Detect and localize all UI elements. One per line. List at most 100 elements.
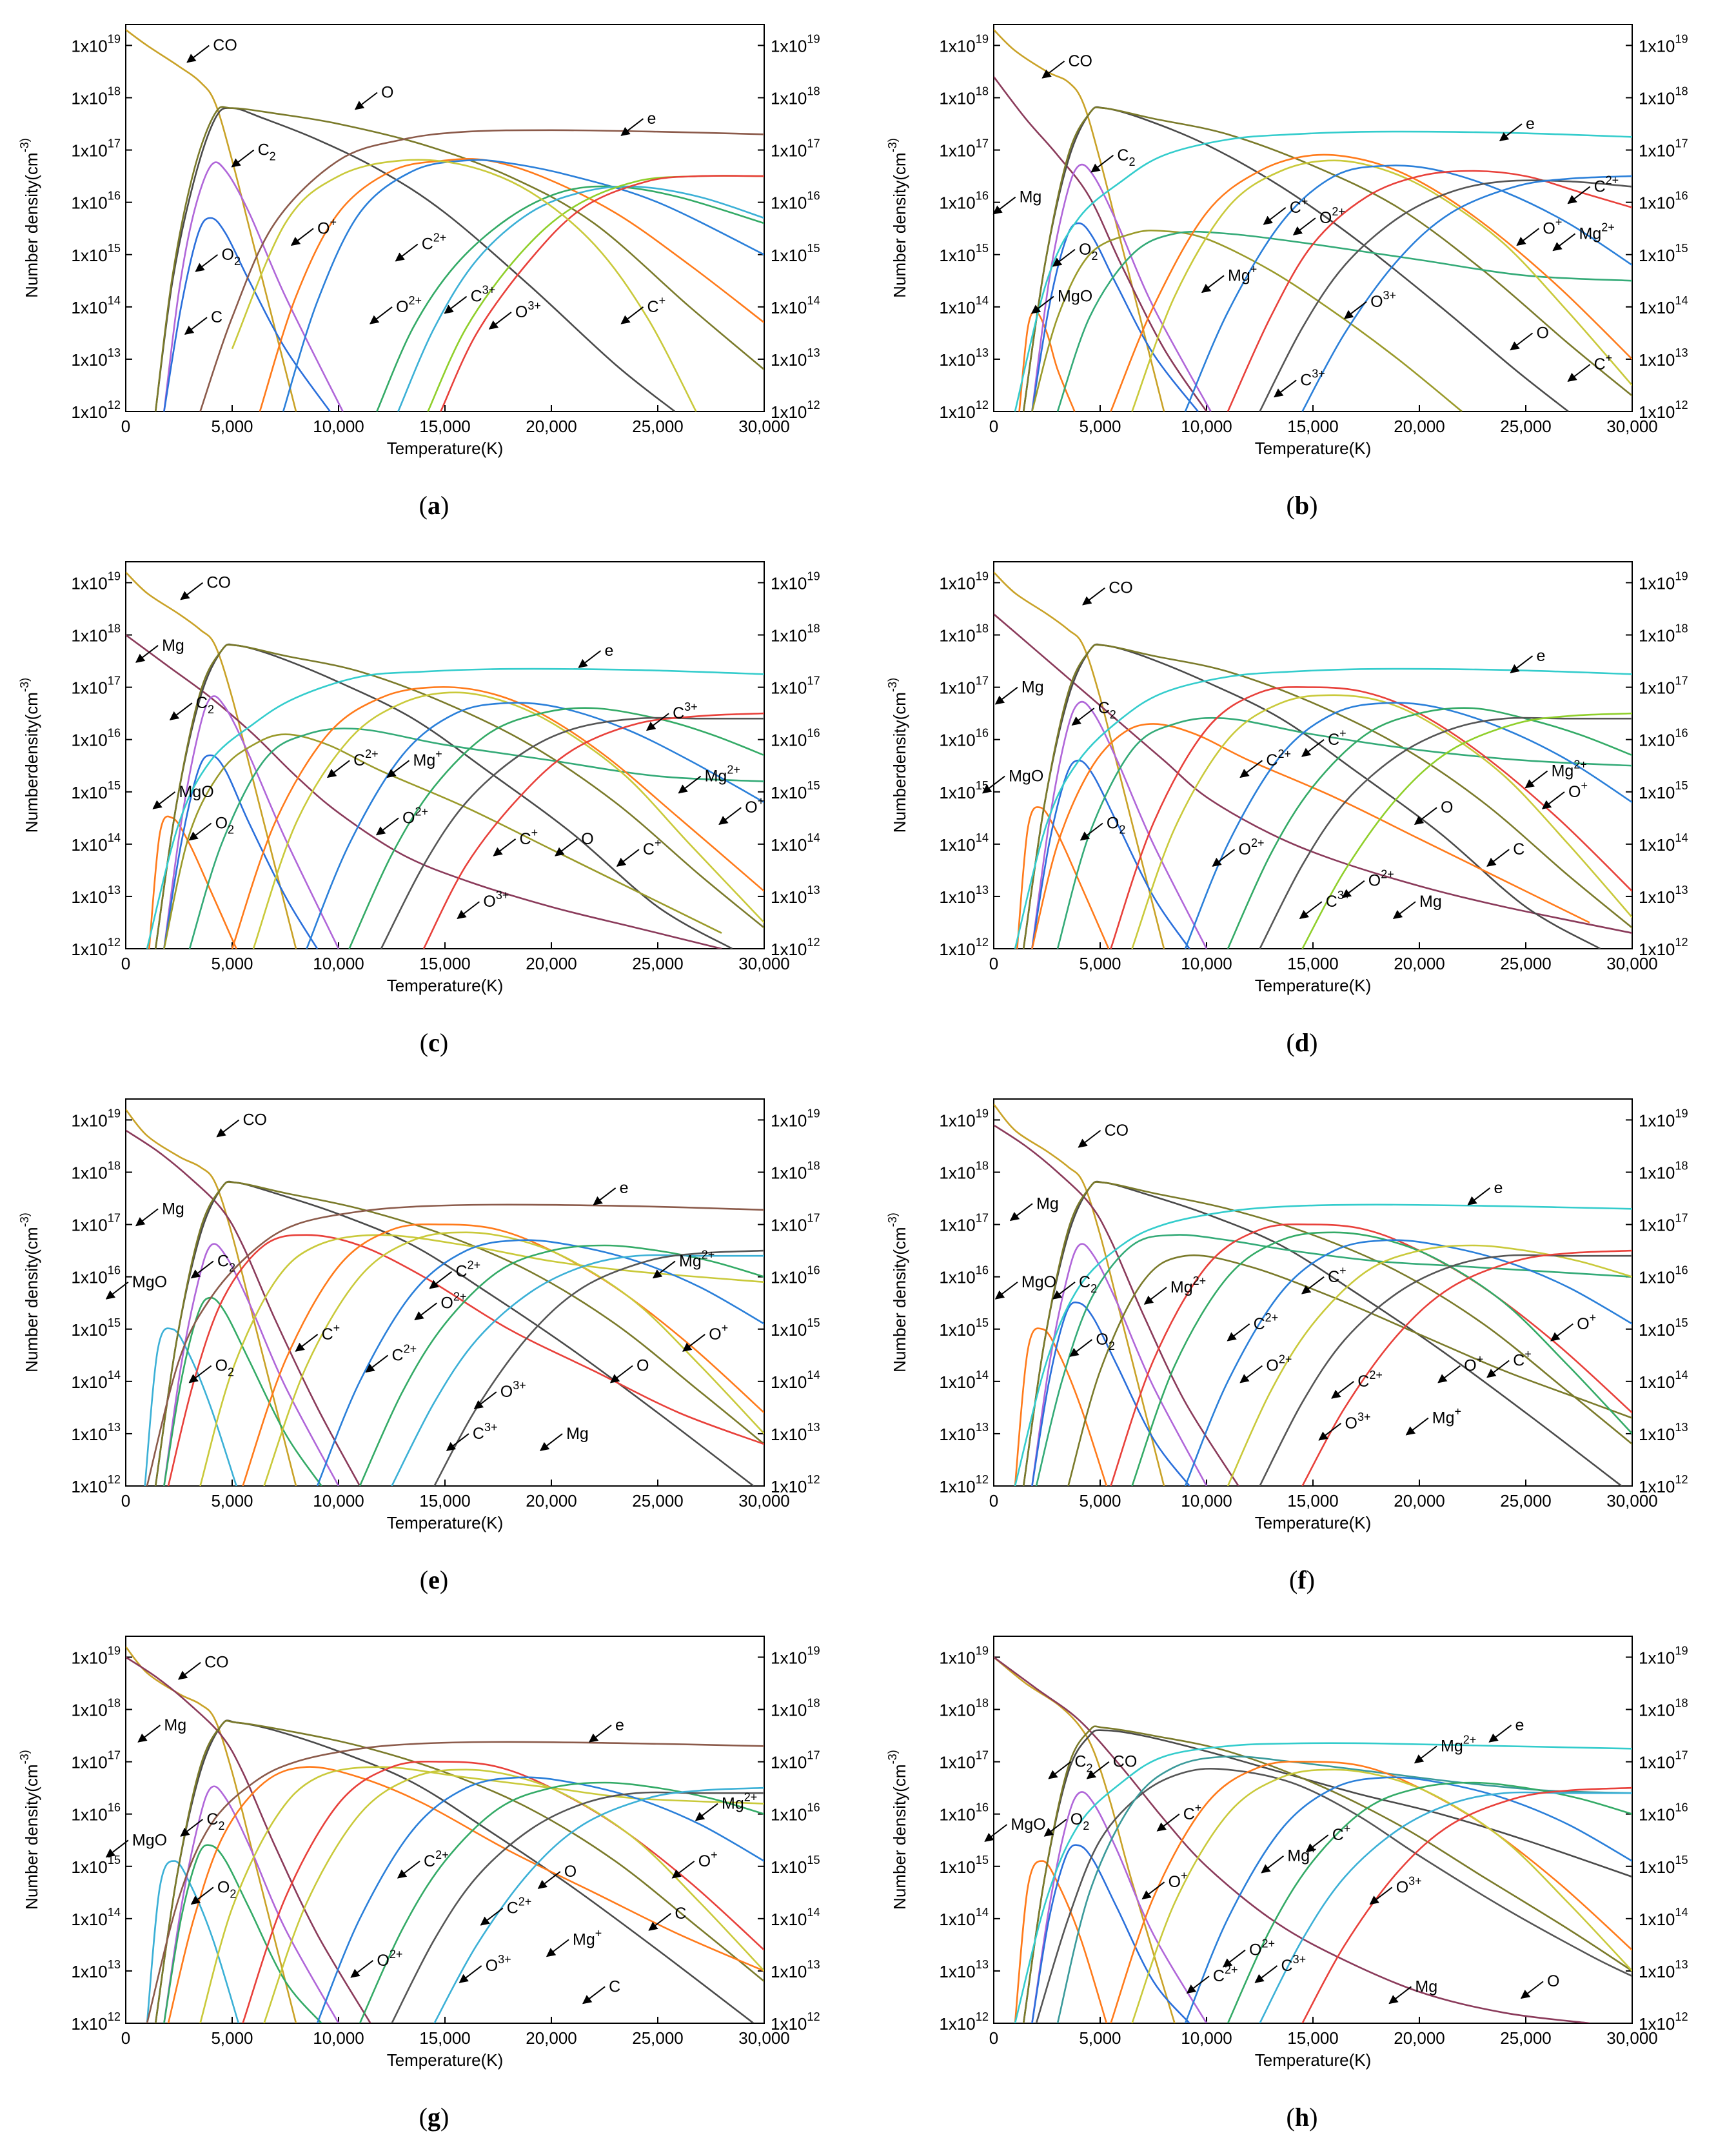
- annotation-arrow: [578, 650, 602, 668]
- annotation-arrow: [350, 1960, 374, 1978]
- y-tick-label-right: 1x1013: [1639, 884, 1688, 907]
- x-tick-label: 15,000: [1287, 2028, 1339, 2048]
- series-line-o2: [163, 754, 319, 949]
- panel-caption: (h): [1286, 2103, 1318, 2132]
- annotation-arrow: [105, 1839, 129, 1858]
- annotation-arrow: [365, 1354, 389, 1373]
- chart-panel-d: 1x1012 1x1012 1x1013 1x1013 1x1014 1x1014 1x10…: [868, 537, 1736, 1074]
- series-line-c3-: [397, 185, 764, 411]
- annotation-label: Mg: [162, 1200, 184, 1218]
- annotation-arrow: [216, 1119, 240, 1138]
- panel-caption: (e): [419, 1565, 449, 1594]
- annotation-arrow: [444, 295, 468, 314]
- annotation-arrow: [1301, 1276, 1325, 1294]
- y-tick-label-right: 1x1019: [1639, 1107, 1688, 1130]
- series-line-c-: [252, 691, 764, 949]
- y-axis-label: Number density(cm-3): [886, 1213, 909, 1372]
- series-line-o2-: [1227, 170, 1632, 411]
- annotation-arrow: [537, 1871, 561, 1889]
- x-tick-label: 10,000: [1181, 954, 1232, 973]
- annotation-arrow: [1274, 379, 1297, 398]
- annotation-arrow: [1510, 655, 1534, 673]
- annotation-arrow: [1201, 275, 1225, 293]
- annotation-label: MgO: [132, 1831, 167, 1849]
- annotation-label: O3+: [500, 1379, 526, 1401]
- y-tick-label-right: 1x1013: [771, 346, 820, 370]
- annotation-label: Mg+: [1228, 262, 1257, 284]
- annotation-label: CO: [206, 574, 231, 592]
- series-line-c2: [163, 161, 344, 411]
- series-line-c: [1022, 1729, 1632, 2023]
- series-line-c3-: [1259, 1791, 1632, 2023]
- annotation-arrow: [190, 1887, 214, 1905]
- x-tick-label: 5,000: [1079, 2028, 1121, 2048]
- annotation-label: C+: [1594, 352, 1613, 373]
- y-tick-label-left: 1x1019: [939, 569, 989, 593]
- annotation-label: e: [620, 1179, 629, 1197]
- annotation-label: Mg+: [413, 748, 442, 769]
- annotation-label: C2+: [1357, 1369, 1383, 1391]
- annotation-label: Mg: [162, 637, 184, 655]
- plot-frame: [993, 24, 1633, 412]
- annotation-label: O3+: [1370, 289, 1396, 311]
- series-line-c-falling-: [231, 159, 697, 411]
- y-tick-label-right: 1x1016: [771, 727, 820, 750]
- annotation-arrow: [1086, 1761, 1110, 1779]
- annotation-label: CO: [1109, 579, 1133, 597]
- annotation-label: C+: [1513, 1348, 1532, 1370]
- annotation-arrow: [616, 849, 640, 867]
- annotation-label: C3+: [1300, 367, 1325, 389]
- series-line-mg-: [1031, 230, 1463, 411]
- x-axis-label: Temperature(K): [1255, 439, 1372, 458]
- annotation-label: O3+: [486, 1953, 511, 1975]
- y-tick-label-left: 1x1014: [939, 831, 989, 855]
- annotation-arrow: [1343, 301, 1367, 319]
- y-tick-label-right: 1x1015: [1639, 242, 1688, 265]
- y-axis-label: Number density(cm-3): [886, 138, 909, 298]
- y-tick-label-left: 1x1019: [71, 569, 121, 593]
- chart-svg-d: 1x1012 1x1012 1x1013 1x1013 1x1014 1x1014 1x10…: [886, 561, 1688, 995]
- series-line-o3-: [433, 1787, 764, 2023]
- y-tick-label-left: 1x1019: [71, 1644, 121, 1667]
- annotation-arrow: [386, 760, 410, 778]
- series-line-co: [126, 29, 297, 411]
- y-tick-label-right: 1x1018: [1639, 622, 1688, 646]
- series-line-o-: [1110, 686, 1632, 949]
- chart-svg-g: 1x1012 1x1012 1x1013 1x1013 1x1014 1x1014 1x10…: [18, 1636, 820, 2070]
- annotation-arrow: [231, 149, 255, 168]
- y-tick-label-right: 1x1013: [1639, 1421, 1688, 1444]
- annotation-label: C: [609, 1977, 620, 1996]
- y-tick-label-left: 1x1015: [71, 779, 121, 802]
- annotation-arrow: [195, 254, 219, 272]
- series-line-o3-: [1301, 1249, 1632, 1486]
- y-tick-label-left: 1x1013: [71, 1958, 121, 1981]
- annotation-arrow: [1239, 1365, 1263, 1383]
- x-tick-label: 5,000: [1079, 954, 1121, 973]
- y-axis-label: Number density(cm-3): [18, 1213, 41, 1372]
- series-line-o-: [1110, 1761, 1632, 2023]
- y-tick-label-right: 1x1017: [1639, 1749, 1688, 1772]
- chart-svg-h: 1x1012 1x1012 1x1013 1x1013 1x1014 1x1014 1x10…: [886, 1636, 1688, 2070]
- x-axis-label: Temperature(K): [1255, 1513, 1372, 1532]
- x-tick-label: 25,000: [632, 2028, 684, 2048]
- series-line-o-: [242, 1761, 764, 2023]
- annotation-arrow: [546, 1939, 569, 1957]
- y-tick-label-right: 1x1019: [771, 569, 820, 593]
- x-tick-label: 0: [989, 954, 998, 973]
- annotation-arrow: [1222, 1949, 1246, 1968]
- series-line-mg2-: [1056, 717, 1632, 949]
- annotation-arrow: [1405, 1417, 1429, 1436]
- annotation-arrow: [1516, 228, 1540, 246]
- panel-caption: (a): [419, 491, 449, 520]
- annotation-arrow: [1090, 155, 1114, 173]
- x-tick-label: 0: [121, 954, 130, 973]
- annotation-arrow: [1069, 1339, 1093, 1357]
- annotation-arrow: [609, 1365, 633, 1383]
- annotation-arrow: [539, 1433, 563, 1451]
- y-tick-label-right: 1x1018: [771, 85, 820, 108]
- series-group: [126, 571, 764, 949]
- annotation-label: O2: [215, 815, 234, 837]
- annotation-label: O: [381, 84, 393, 102]
- annotation-label: C: [675, 1905, 686, 1923]
- annotation-arrow: [678, 775, 702, 794]
